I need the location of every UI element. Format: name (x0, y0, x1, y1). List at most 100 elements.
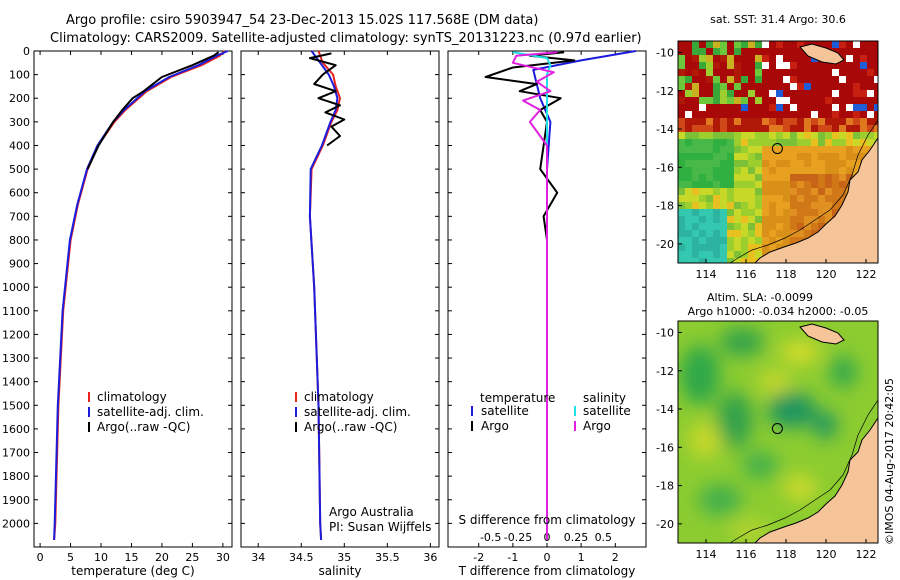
sst-pixel (727, 181, 735, 189)
y-tick-label: 1800 (2, 470, 30, 483)
temperature-series (53, 50, 229, 540)
sst-pixel (790, 41, 798, 49)
sst-pixel (755, 83, 763, 91)
sst-pixel (825, 125, 833, 133)
sst-pixel (790, 132, 798, 140)
sst-pixel (713, 111, 721, 119)
sst-pixel (692, 83, 700, 91)
sst-pixel (706, 188, 714, 196)
sst-pixel (748, 62, 756, 70)
sst-pixel (692, 97, 700, 105)
sla-high-blob (784, 476, 816, 500)
sst-pixel (797, 188, 805, 196)
x-tick-label: 20 (155, 551, 169, 564)
sst-pixel (706, 258, 714, 263)
sst-pixel (748, 174, 756, 182)
x-tick-label: 1 (578, 551, 585, 564)
sst-pixel (818, 97, 826, 105)
sla-high-blob (689, 422, 721, 458)
sst-pixel (678, 97, 686, 105)
series-line-argo (308, 52, 346, 147)
sst-pixel (727, 237, 735, 245)
sst-pixel (748, 230, 756, 238)
sst-pixel (741, 69, 749, 77)
sst-pixel (755, 174, 763, 182)
map-y-tick-label: -18 (656, 480, 674, 493)
sst-pixel (825, 104, 833, 112)
sst-pixel (699, 69, 707, 77)
sst-pixel (678, 69, 686, 77)
sst-pixel (741, 181, 749, 189)
sst-pixel (776, 104, 784, 112)
sst-pixel (720, 174, 728, 182)
sst-pixel (713, 132, 721, 140)
sst-pixel (685, 153, 693, 161)
sst-pixel (727, 223, 735, 231)
sst-pixel (804, 181, 812, 189)
sst-pixel (734, 69, 742, 77)
sst-pixel (797, 118, 805, 126)
sst-pixel (762, 104, 770, 112)
sst-pixel (720, 62, 728, 70)
legend-label-s-argo: Argo (583, 419, 611, 433)
sst-pixel (860, 62, 868, 70)
sst-pixel (776, 118, 784, 126)
sst-pixel (797, 83, 805, 91)
sst-pixel (762, 90, 770, 98)
sst-pixel (825, 83, 833, 91)
sst-argo-location-marker (771, 143, 783, 155)
sst-pixel (783, 153, 791, 161)
sst-pixel (874, 62, 878, 70)
sst-pixel (783, 76, 791, 84)
sst-pixel (692, 181, 700, 189)
sst-pixel (727, 160, 735, 168)
salinity-xlabel: salinity (318, 564, 361, 578)
sst-pixel (755, 195, 763, 203)
sst-pixel (727, 104, 735, 112)
salinity-panel: 34 34.5 35 35.5 36 climatologysatellite-adj.… (240, 50, 440, 578)
sst-pixel (867, 90, 875, 98)
sla-high-blob (730, 520, 770, 540)
sst-pixel (825, 41, 833, 49)
sst-pixel (755, 237, 763, 245)
sst-pixel (818, 153, 826, 161)
sst-pixel (797, 146, 805, 154)
sst-pixel (706, 244, 714, 252)
sst-pixel (811, 139, 819, 147)
sst-pixel (825, 90, 833, 98)
sst-pixel (706, 223, 714, 231)
sst-pixel (678, 216, 686, 224)
sst-pixel (685, 69, 693, 77)
sst-pixel (860, 97, 868, 105)
sst-pixel (720, 237, 728, 245)
y-tick-label: 1200 (2, 328, 30, 341)
sst-pixel (678, 62, 686, 70)
sst-pixel (846, 76, 854, 84)
x-tick-label: 34.5 (289, 551, 314, 564)
sst-pixel (727, 97, 735, 105)
sst-pixel (839, 181, 847, 189)
sst-pixel (706, 181, 714, 189)
sst-pixel (734, 251, 742, 259)
sst-pixel (685, 195, 693, 203)
sst-pixel (727, 167, 735, 175)
x-tick-label: -2 (473, 551, 484, 564)
sst-pixel (734, 90, 742, 98)
sst-pixel (755, 125, 763, 133)
sst-pixel (860, 153, 868, 161)
sst-pixel (797, 76, 805, 84)
sst-pixel (832, 62, 840, 70)
sst-pixel (699, 188, 707, 196)
sst-pixel (818, 223, 826, 231)
sst-pixel (790, 230, 798, 238)
x-tick-label: 10 (94, 551, 108, 564)
sst-pixel (706, 251, 714, 259)
sst-pixel (762, 97, 770, 105)
sst-pixel (783, 223, 791, 231)
sst-pixel (825, 216, 833, 224)
sst-pixel (727, 125, 735, 133)
sst-pixel (804, 104, 812, 112)
sst-pixel (839, 146, 847, 154)
series-line-satellite (308, 50, 339, 540)
